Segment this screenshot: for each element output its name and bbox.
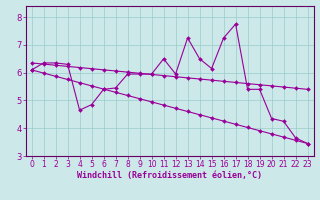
X-axis label: Windchill (Refroidissement éolien,°C): Windchill (Refroidissement éolien,°C) <box>77 171 262 180</box>
